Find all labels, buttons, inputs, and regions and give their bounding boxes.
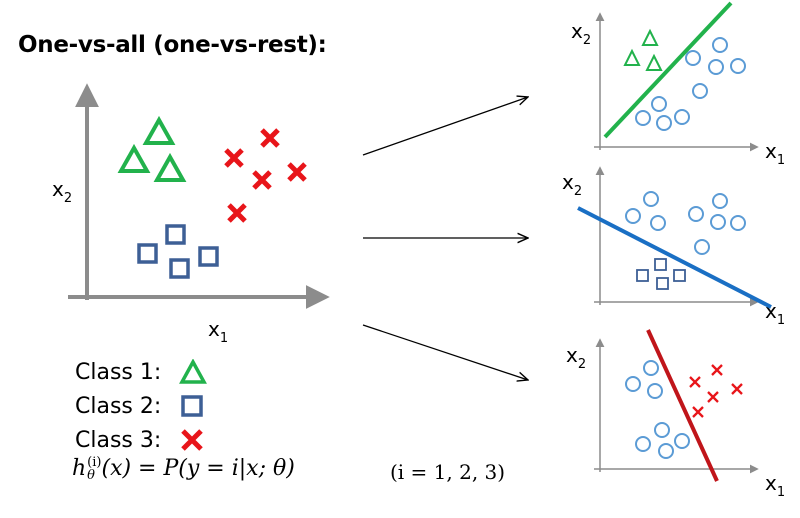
triangle-marker bbox=[142, 115, 176, 145]
triangle-marker bbox=[117, 143, 151, 173]
cross-marker bbox=[731, 383, 743, 395]
square-marker bbox=[654, 258, 667, 271]
legend-row-class-1: Class 1: bbox=[75, 355, 207, 389]
circle-marker bbox=[625, 208, 641, 224]
panel-3-crosses bbox=[689, 364, 743, 418]
panel-1: x2 x1 bbox=[571, 1, 785, 168]
circle-marker bbox=[643, 191, 659, 207]
diagram-title: One-vs-all (one-vs-rest): bbox=[18, 32, 327, 58]
circle-marker bbox=[643, 360, 659, 376]
circle-marker bbox=[635, 436, 651, 452]
main-x-axis-label: x1 bbox=[208, 317, 228, 346]
circle-marker bbox=[688, 206, 704, 222]
cross-marker bbox=[227, 203, 247, 223]
circle-marker bbox=[635, 110, 651, 126]
panel-2-decision-boundary bbox=[577, 206, 772, 309]
square-marker bbox=[165, 224, 186, 245]
arrow-to-panel-1 bbox=[362, 97, 528, 156]
circle-marker bbox=[710, 214, 726, 230]
square-marker bbox=[137, 243, 158, 264]
square-marker bbox=[169, 258, 190, 279]
panel-1-y-axis-label: x2 bbox=[571, 19, 591, 48]
main-class1-triangles bbox=[117, 115, 187, 182]
square-marker bbox=[673, 269, 686, 282]
circle-marker bbox=[712, 193, 728, 209]
main-plot: x2 x1 bbox=[52, 83, 330, 346]
circle-marker bbox=[654, 422, 670, 438]
panel-1-x-axis-label: x1 bbox=[765, 139, 785, 168]
panel-2-y-axis-label: x2 bbox=[562, 170, 582, 199]
panel-1-decision-boundary bbox=[603, 1, 733, 139]
main-y-axis-label: x2 bbox=[52, 177, 72, 206]
panel-1-circles bbox=[635, 37, 746, 131]
formula-lhs-sup: (i) bbox=[87, 455, 102, 470]
circle-marker bbox=[674, 109, 690, 125]
triangle-marker bbox=[153, 152, 187, 182]
cross-marker bbox=[224, 148, 244, 168]
circle-marker bbox=[694, 239, 710, 255]
circle-marker bbox=[730, 58, 746, 74]
cross-marker bbox=[252, 170, 272, 190]
main-class3-crosses bbox=[224, 128, 307, 223]
panel-2: x2 x1 bbox=[562, 166, 785, 328]
connector-arrows bbox=[362, 97, 528, 380]
circle-marker bbox=[625, 376, 641, 392]
circle-marker bbox=[651, 96, 667, 112]
legend-row-class-2: Class 2: bbox=[75, 389, 207, 423]
circle-marker bbox=[658, 443, 674, 459]
panel-3-x-axis-label: x1 bbox=[765, 471, 785, 500]
legend-label: Class 2: bbox=[75, 393, 162, 419]
triangle-icon bbox=[179, 359, 207, 384]
triangle-marker bbox=[623, 48, 641, 66]
cross-marker bbox=[692, 406, 704, 418]
legend: Class 1: Class 2: Class 3: bbox=[75, 355, 207, 457]
panel-3-y-axis-label: x2 bbox=[566, 343, 586, 372]
circle-marker bbox=[647, 383, 663, 399]
panel-3-decision-boundary bbox=[646, 329, 719, 482]
circle-marker bbox=[708, 59, 724, 75]
cross-icon bbox=[181, 429, 203, 451]
circle-marker bbox=[692, 83, 708, 99]
square-marker bbox=[636, 269, 649, 282]
legend-label: Class 1: bbox=[75, 359, 162, 385]
panel-2-squares bbox=[636, 258, 686, 290]
arrow-to-panel-3 bbox=[362, 324, 528, 380]
circle-marker bbox=[656, 115, 672, 131]
panel-1-triangles bbox=[623, 28, 663, 71]
circle-marker bbox=[650, 215, 666, 231]
cross-marker bbox=[260, 128, 280, 148]
triangle-marker bbox=[645, 53, 663, 71]
cross-marker bbox=[711, 364, 723, 376]
hypothesis-formula: h (i) θ (x) = P(y = i|x; θ) bbox=[72, 456, 295, 482]
circle-marker bbox=[712, 37, 728, 53]
legend-label: Class 3: bbox=[75, 427, 162, 453]
formula-lhs-sub: θ bbox=[87, 468, 95, 483]
panel-3-circles bbox=[625, 360, 690, 459]
cross-marker bbox=[287, 162, 307, 182]
circle-marker bbox=[685, 50, 701, 66]
main-class2-squares bbox=[137, 224, 219, 279]
square-icon bbox=[181, 395, 203, 417]
panel-3: x2 x1 bbox=[566, 329, 785, 500]
formula-lhs: h bbox=[72, 456, 87, 481]
circle-marker bbox=[674, 433, 690, 449]
triangle-marker bbox=[641, 28, 659, 46]
cross-marker bbox=[689, 376, 701, 388]
formula-rhs: (x) = P(y = i|x; θ) bbox=[101, 456, 295, 481]
square-marker bbox=[656, 277, 669, 290]
square-marker bbox=[198, 246, 219, 267]
formula-condition: (i = 1, 2, 3) bbox=[390, 460, 506, 484]
legend-row-class-3: Class 3: bbox=[75, 423, 207, 457]
panel-2-circles bbox=[625, 191, 746, 255]
cross-marker bbox=[707, 391, 719, 403]
circle-marker bbox=[730, 215, 746, 231]
